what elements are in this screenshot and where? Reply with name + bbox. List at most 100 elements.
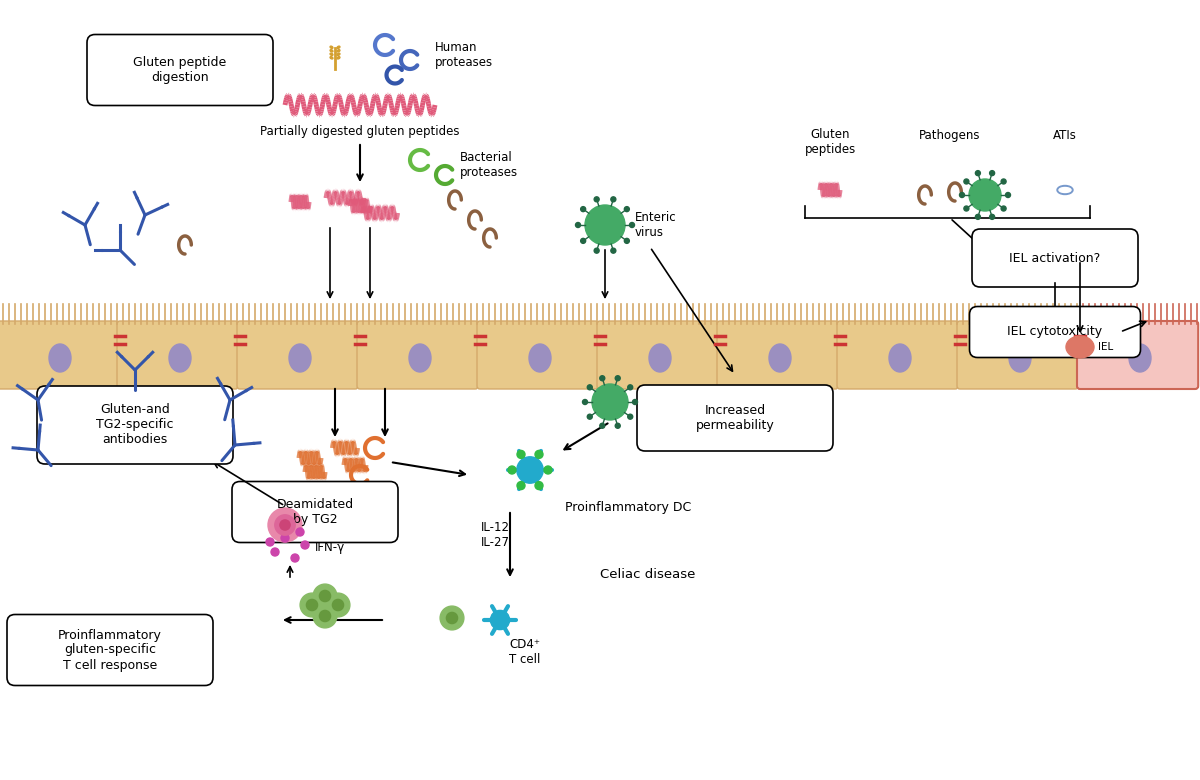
FancyBboxPatch shape bbox=[88, 34, 274, 105]
Circle shape bbox=[600, 376, 605, 381]
Circle shape bbox=[517, 481, 526, 490]
Circle shape bbox=[446, 612, 457, 623]
Text: IFN-γ: IFN-γ bbox=[314, 541, 346, 555]
Circle shape bbox=[326, 593, 350, 617]
Circle shape bbox=[611, 248, 616, 254]
FancyBboxPatch shape bbox=[838, 321, 959, 389]
FancyBboxPatch shape bbox=[637, 385, 833, 451]
Circle shape bbox=[440, 606, 464, 630]
Circle shape bbox=[544, 466, 552, 474]
Circle shape bbox=[306, 599, 318, 611]
Circle shape bbox=[616, 376, 620, 381]
FancyBboxPatch shape bbox=[598, 321, 718, 389]
Circle shape bbox=[296, 528, 304, 536]
FancyBboxPatch shape bbox=[7, 615, 214, 686]
Text: Gluten-and
TG2-specific
antibodies: Gluten-and TG2-specific antibodies bbox=[96, 403, 174, 446]
Circle shape bbox=[587, 414, 593, 419]
Ellipse shape bbox=[409, 344, 431, 372]
FancyBboxPatch shape bbox=[476, 321, 598, 389]
Ellipse shape bbox=[1060, 187, 1072, 193]
FancyBboxPatch shape bbox=[958, 321, 1079, 389]
Ellipse shape bbox=[337, 53, 340, 55]
FancyBboxPatch shape bbox=[118, 321, 238, 389]
Circle shape bbox=[1006, 193, 1010, 197]
FancyBboxPatch shape bbox=[238, 321, 358, 389]
Circle shape bbox=[517, 457, 544, 483]
FancyBboxPatch shape bbox=[232, 481, 398, 543]
Circle shape bbox=[970, 179, 1001, 211]
Circle shape bbox=[281, 534, 289, 542]
FancyBboxPatch shape bbox=[37, 386, 233, 464]
Circle shape bbox=[582, 399, 588, 405]
Ellipse shape bbox=[1057, 186, 1073, 194]
Circle shape bbox=[535, 450, 542, 459]
FancyBboxPatch shape bbox=[970, 307, 1140, 357]
Ellipse shape bbox=[337, 50, 340, 52]
Circle shape bbox=[581, 207, 586, 211]
Circle shape bbox=[319, 590, 331, 601]
Circle shape bbox=[1001, 206, 1006, 211]
Circle shape bbox=[600, 424, 605, 428]
Ellipse shape bbox=[1129, 344, 1151, 372]
FancyBboxPatch shape bbox=[358, 321, 478, 389]
Circle shape bbox=[266, 538, 274, 546]
Circle shape bbox=[960, 193, 965, 197]
Ellipse shape bbox=[169, 344, 191, 372]
Circle shape bbox=[313, 604, 337, 628]
Circle shape bbox=[271, 548, 278, 556]
Circle shape bbox=[332, 599, 343, 611]
Circle shape bbox=[587, 385, 593, 390]
Text: CD4⁺
T cell: CD4⁺ T cell bbox=[509, 638, 541, 666]
Circle shape bbox=[319, 611, 331, 622]
Text: Bacterial
proteases: Bacterial proteases bbox=[460, 151, 518, 179]
Circle shape bbox=[990, 171, 995, 176]
Ellipse shape bbox=[649, 344, 671, 372]
Circle shape bbox=[576, 222, 581, 228]
Ellipse shape bbox=[337, 57, 340, 59]
Text: Pathogens: Pathogens bbox=[919, 129, 980, 143]
Text: IEL cytotoxicity: IEL cytotoxicity bbox=[1008, 325, 1103, 339]
Circle shape bbox=[990, 215, 995, 219]
Ellipse shape bbox=[330, 57, 332, 59]
Text: Gluten peptide
digestion: Gluten peptide digestion bbox=[133, 56, 227, 84]
Text: Proinflammatory DC: Proinflammatory DC bbox=[565, 502, 691, 515]
Ellipse shape bbox=[330, 53, 332, 55]
Circle shape bbox=[611, 197, 616, 202]
Circle shape bbox=[300, 593, 324, 617]
Ellipse shape bbox=[889, 344, 911, 372]
Circle shape bbox=[632, 399, 637, 405]
Text: Partially digested gluten peptides: Partially digested gluten peptides bbox=[260, 125, 460, 138]
Ellipse shape bbox=[49, 344, 71, 372]
Circle shape bbox=[280, 520, 290, 530]
Ellipse shape bbox=[289, 344, 311, 372]
Circle shape bbox=[301, 541, 310, 549]
Text: Celiac disease: Celiac disease bbox=[600, 569, 695, 582]
Ellipse shape bbox=[330, 50, 332, 52]
Circle shape bbox=[592, 384, 628, 420]
Circle shape bbox=[624, 207, 629, 211]
Text: Enteric
virus: Enteric virus bbox=[635, 211, 677, 239]
Circle shape bbox=[964, 206, 968, 211]
Text: Gluten
peptides: Gluten peptides bbox=[804, 128, 856, 156]
Circle shape bbox=[628, 385, 632, 390]
Circle shape bbox=[292, 554, 299, 562]
Circle shape bbox=[581, 239, 586, 243]
Circle shape bbox=[1001, 179, 1006, 184]
Circle shape bbox=[535, 481, 542, 490]
Circle shape bbox=[964, 179, 968, 184]
Text: Human
proteases: Human proteases bbox=[434, 41, 493, 69]
Circle shape bbox=[624, 239, 629, 243]
Circle shape bbox=[594, 197, 599, 202]
Circle shape bbox=[275, 515, 295, 535]
FancyBboxPatch shape bbox=[1078, 321, 1198, 389]
Ellipse shape bbox=[769, 344, 791, 372]
Text: ATIs: ATIs bbox=[1054, 129, 1076, 143]
Ellipse shape bbox=[337, 46, 340, 48]
Circle shape bbox=[976, 171, 980, 176]
Text: IL-12
IL-27: IL-12 IL-27 bbox=[480, 521, 510, 549]
Ellipse shape bbox=[529, 344, 551, 372]
Circle shape bbox=[313, 584, 337, 608]
Circle shape bbox=[517, 450, 526, 459]
Circle shape bbox=[594, 248, 599, 254]
Circle shape bbox=[586, 205, 625, 245]
